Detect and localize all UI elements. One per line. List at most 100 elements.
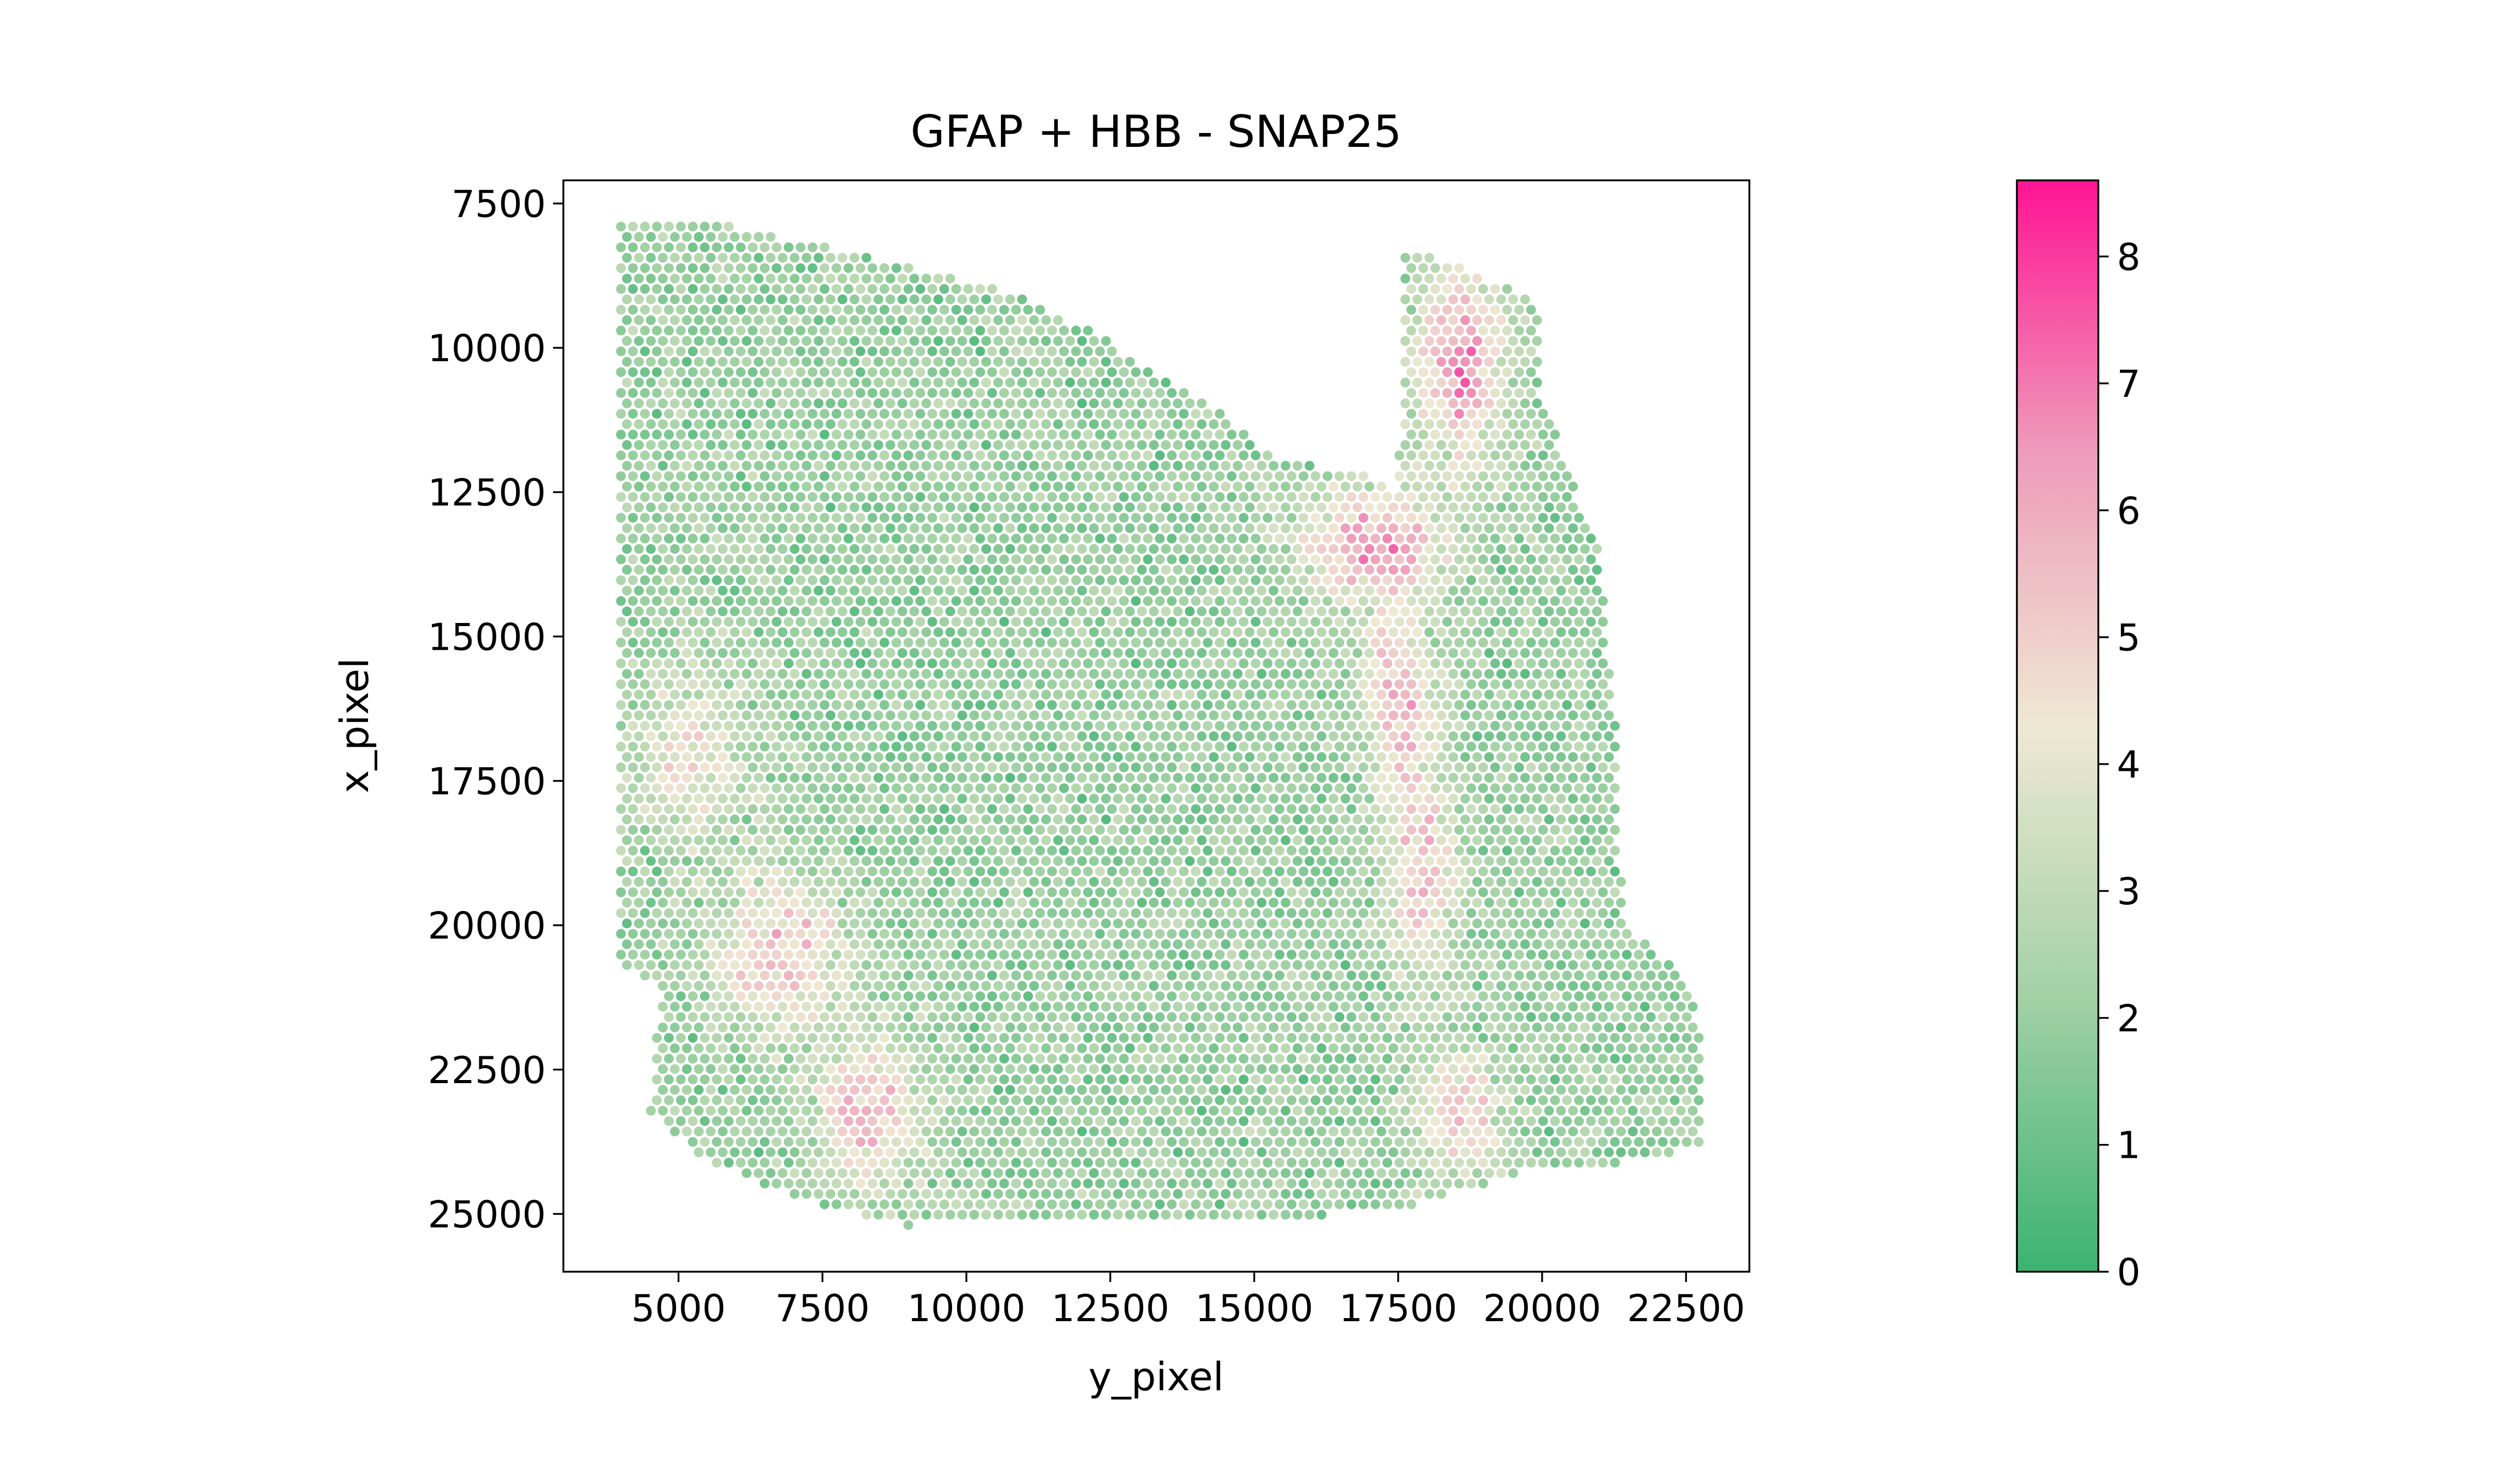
spot (1095, 471, 1105, 481)
spot (1610, 762, 1620, 772)
spot (1442, 471, 1452, 481)
spot (1245, 898, 1255, 908)
spot (1149, 398, 1159, 409)
spot (1232, 461, 1243, 471)
spot (1316, 669, 1327, 679)
spot (1568, 523, 1578, 533)
spot (1574, 554, 1584, 565)
spot (1490, 429, 1500, 440)
spot (927, 596, 938, 606)
spot (861, 565, 872, 575)
spot (1113, 835, 1123, 846)
spot (886, 710, 895, 720)
spot (1029, 585, 1039, 596)
spot (1143, 887, 1153, 898)
spot (1275, 721, 1284, 731)
spot (855, 575, 865, 585)
spot (1382, 492, 1393, 502)
spot (1083, 388, 1093, 398)
spot (975, 929, 986, 939)
spot (1305, 627, 1315, 637)
spot (1568, 502, 1578, 513)
spot (760, 679, 770, 689)
spot (903, 263, 913, 273)
spot (861, 648, 872, 658)
spot (927, 825, 938, 835)
spot (1071, 533, 1081, 544)
spot (1166, 659, 1177, 668)
spot (717, 773, 728, 783)
spot (1610, 846, 1620, 856)
spot (939, 783, 949, 794)
spot (820, 554, 830, 565)
spot (1083, 804, 1093, 814)
spot (682, 648, 692, 658)
spot (825, 315, 836, 325)
spot (1047, 741, 1057, 752)
spot (933, 461, 943, 471)
spot (1454, 783, 1464, 794)
spot (1580, 565, 1590, 575)
spot (1418, 596, 1428, 606)
spot (1257, 627, 1267, 637)
spot (867, 804, 878, 814)
spot (772, 929, 782, 939)
spot (1089, 585, 1099, 596)
spot (975, 866, 986, 876)
spot (765, 689, 776, 700)
spot (939, 825, 949, 835)
spot (1328, 669, 1339, 679)
spot (1370, 929, 1380, 939)
spot (1544, 648, 1554, 658)
spot (1388, 565, 1398, 575)
spot (1490, 887, 1500, 898)
spot (712, 887, 722, 898)
spot (1520, 544, 1530, 554)
spot (1280, 856, 1291, 866)
spot (1166, 575, 1177, 585)
spot (652, 284, 662, 294)
spot (1005, 585, 1015, 596)
spot (1023, 450, 1033, 461)
spot (1125, 461, 1135, 471)
spot (640, 388, 650, 398)
spot (999, 866, 1009, 876)
spot (724, 659, 734, 668)
spot (1544, 918, 1554, 929)
spot (1382, 700, 1393, 710)
spot (939, 804, 949, 814)
spot (1580, 648, 1590, 658)
spot (1041, 710, 1051, 720)
spot (676, 409, 686, 419)
spot (694, 939, 704, 949)
spot (1472, 710, 1482, 720)
spot (843, 533, 854, 544)
spot (1131, 554, 1141, 565)
spot (1328, 835, 1339, 846)
spot (1616, 939, 1626, 949)
spot (1287, 575, 1297, 585)
spot (1071, 450, 1081, 461)
spot (1011, 450, 1021, 461)
spot (825, 336, 836, 346)
spot (729, 918, 740, 929)
spot (1382, 513, 1393, 523)
spot (981, 440, 991, 450)
spot (622, 731, 632, 741)
spot (1232, 752, 1243, 762)
spot (1077, 773, 1087, 783)
spot (981, 835, 991, 846)
spot (1173, 752, 1183, 762)
spot (795, 429, 806, 440)
spot (843, 263, 854, 273)
spot (897, 752, 908, 762)
spot (1424, 939, 1434, 949)
spot (1095, 804, 1105, 814)
spot (1520, 648, 1530, 658)
spot (1292, 794, 1302, 804)
spot (1059, 908, 1069, 918)
spot (1400, 773, 1410, 783)
spot (1041, 898, 1051, 908)
spot (1580, 523, 1590, 533)
spot (628, 929, 638, 939)
